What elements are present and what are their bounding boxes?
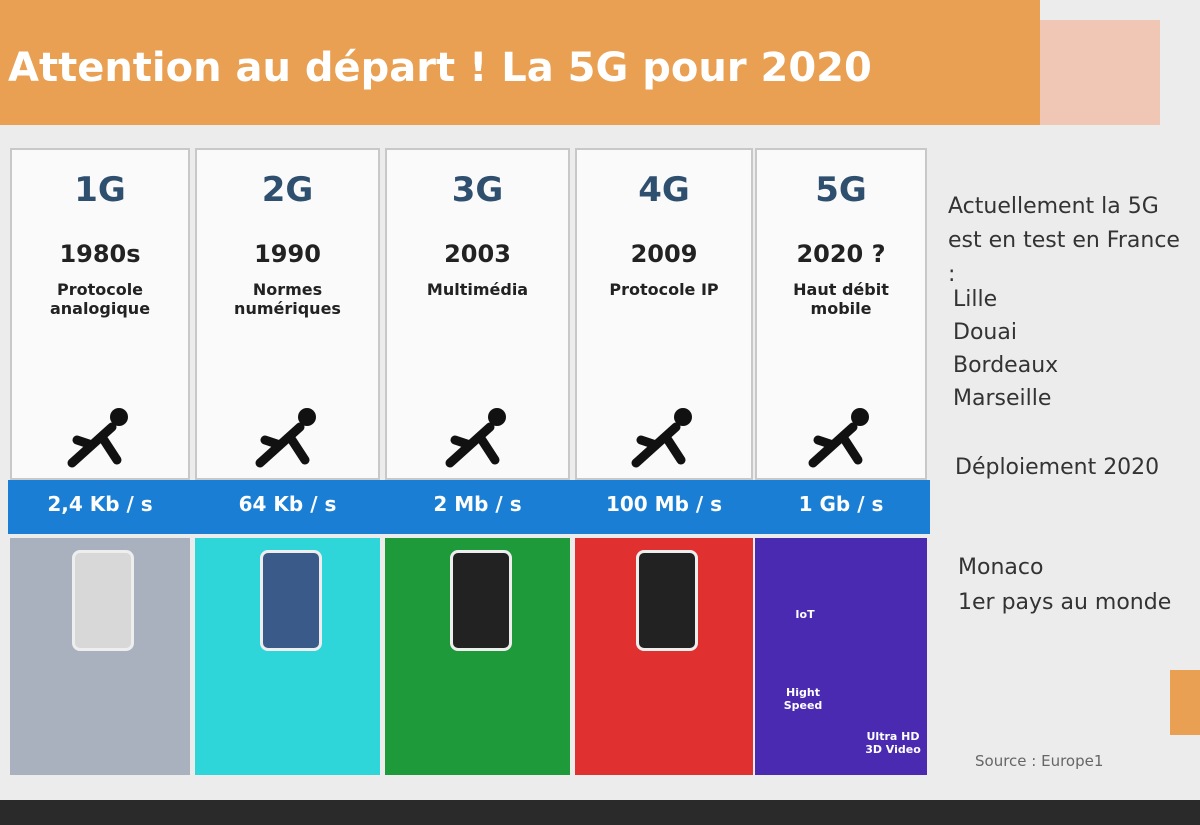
- feature-5g: Ultra HD 3D Video: [865, 730, 921, 756]
- generation-name: 4G: [638, 170, 690, 210]
- generation-card: 2G 1990 Normes numériques: [195, 148, 380, 480]
- generation-year: 2009: [630, 240, 698, 268]
- deployment: Déploiement 2020: [955, 455, 1160, 480]
- generation-year: 1990: [254, 240, 321, 268]
- city: Douai: [953, 320, 1017, 345]
- slide-number-tab: [1170, 670, 1200, 735]
- speed: 2,4 Kb / s: [47, 492, 153, 516]
- title-bar: [0, 0, 1040, 125]
- speed: 100 Mb / s: [605, 492, 723, 516]
- device-panel: [10, 538, 190, 775]
- runner-icon: [621, 405, 711, 479]
- generation-card: 1G 1980s Protocole analogique: [10, 148, 190, 480]
- speed: 2 Mb / s: [433, 492, 522, 516]
- phone-icon: [72, 550, 134, 651]
- city: Bordeaux: [953, 353, 1059, 378]
- generation-description: Protocole IP: [609, 280, 719, 299]
- speed: 64 Kb / s: [238, 492, 337, 516]
- generation-description: Multimédia: [426, 280, 529, 299]
- runner-icon: [435, 405, 525, 479]
- phone-icon: [636, 550, 698, 651]
- runner-icon: [245, 405, 335, 479]
- generation-card: 5G 2020 ? Haut débit mobile: [755, 148, 927, 480]
- device-panel: [575, 538, 753, 775]
- generation-name: 3G: [451, 170, 504, 210]
- generation-description: Normes numériques: [234, 280, 341, 318]
- generation-name: 1G: [74, 170, 126, 210]
- title-accent: [1040, 20, 1160, 125]
- generation-year: 1980s: [59, 240, 141, 268]
- speed: 1 Gb / s: [798, 492, 884, 516]
- device-panel: [385, 538, 570, 775]
- generation-name: 5G: [815, 170, 867, 210]
- monaco: Monaco: [958, 555, 1044, 580]
- source: Source : Europe1: [975, 752, 1104, 770]
- generation-name: 2G: [261, 170, 314, 210]
- generation-card: 4G 2009 Protocole IP: [575, 148, 753, 480]
- generation-card: 3G 2003 Multimédia: [385, 148, 570, 480]
- generation-year: 2003: [444, 240, 511, 268]
- speed-band: [8, 480, 930, 534]
- side-intro: Actuellement la 5G est en test en France…: [948, 194, 1180, 287]
- feature-5g: Hight Speed: [783, 686, 823, 712]
- generation-description: Protocole analogique: [49, 280, 151, 318]
- slide: Attention au départ ! La 5G pour 2020 Ac…: [0, 0, 1200, 800]
- runner-icon: [57, 405, 147, 479]
- feature-5g: IoT: [795, 608, 815, 621]
- monaco-note: 1er pays au monde: [958, 590, 1172, 615]
- city: Lille: [953, 287, 998, 312]
- device-panel: [755, 538, 927, 775]
- device-panel: [195, 538, 380, 775]
- phone-icon: [449, 550, 512, 651]
- generation-year: 2020 ?: [796, 240, 886, 268]
- city: Marseille: [953, 386, 1052, 411]
- generation-description: Haut débit mobile: [793, 280, 889, 318]
- title: Attention au départ ! La 5G pour 2020: [8, 45, 872, 91]
- runner-icon: [798, 405, 888, 479]
- phone-icon: [259, 550, 322, 651]
